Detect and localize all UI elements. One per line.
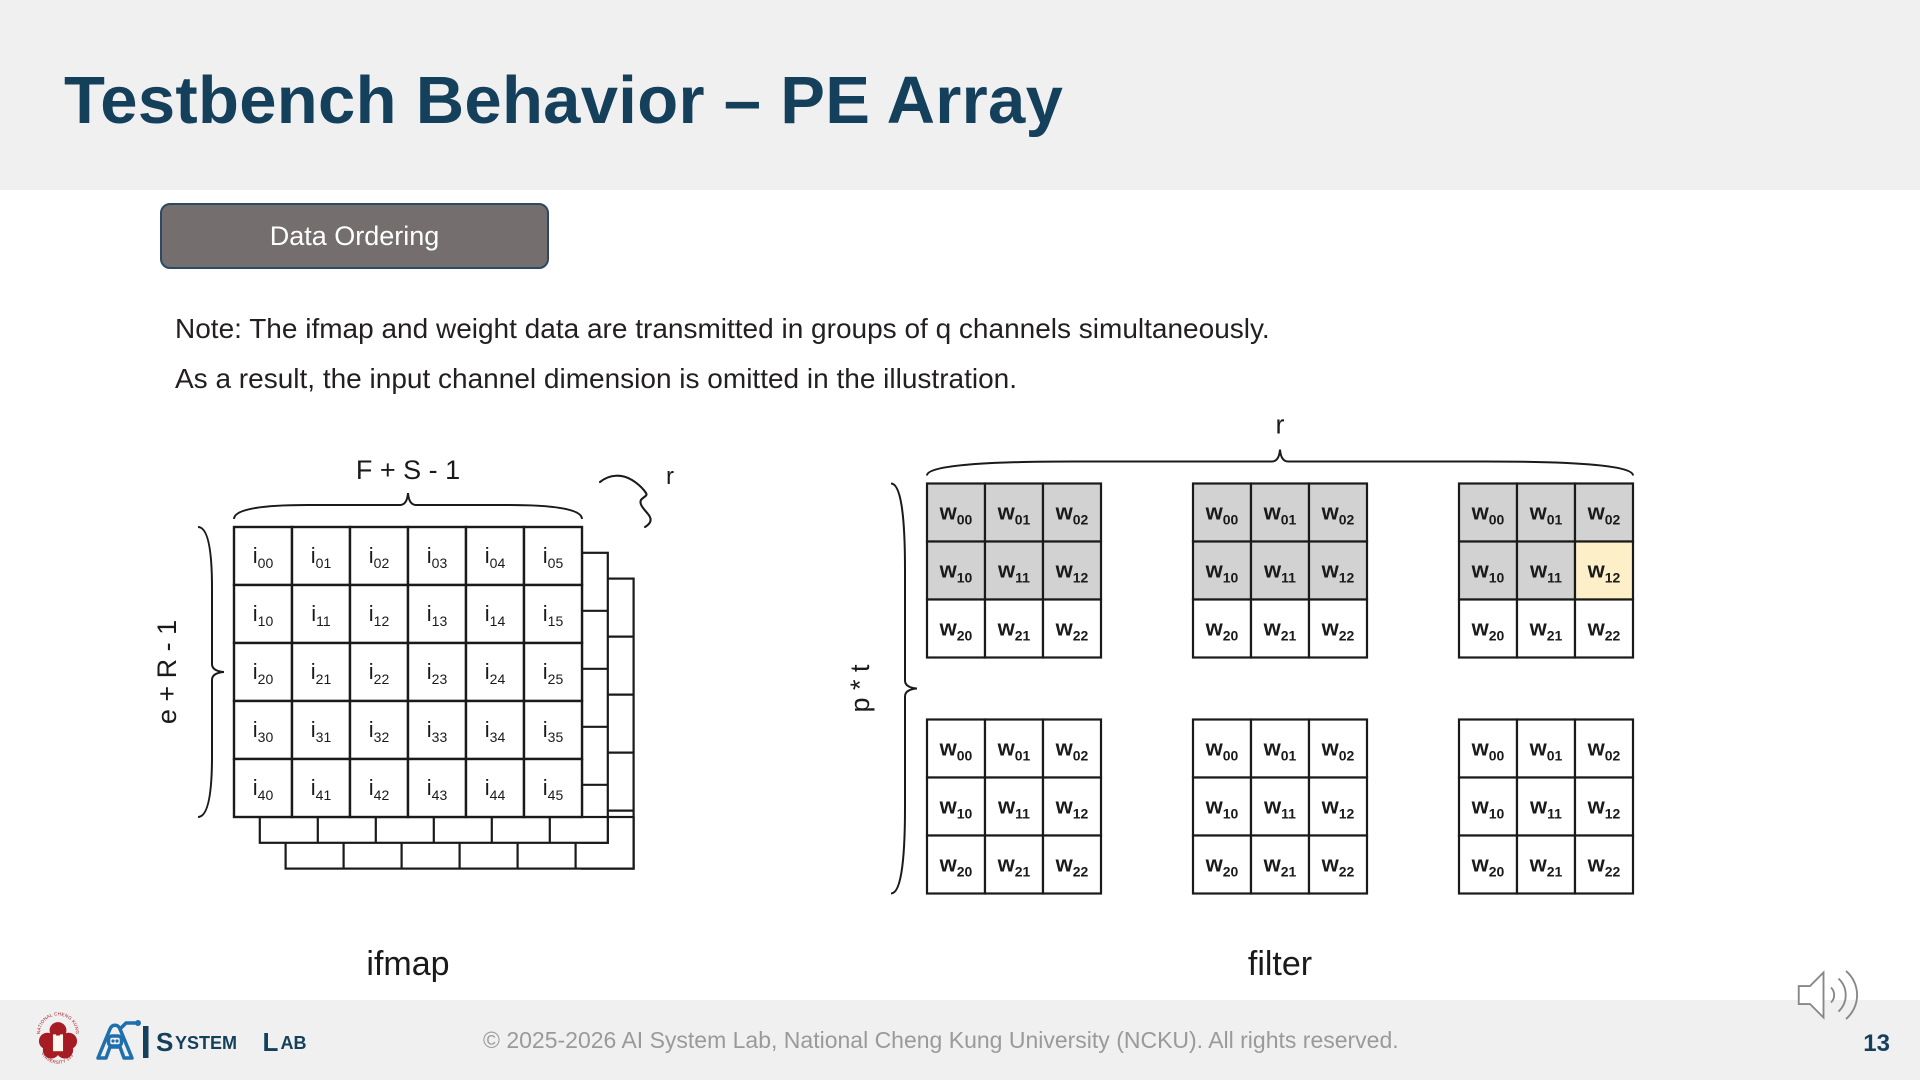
svg-text:r: r: [1276, 410, 1285, 440]
svg-text:p * t: p * t: [845, 664, 875, 713]
svg-text:F + S - 1: F + S - 1: [356, 455, 460, 485]
svg-text:e + R - 1: e + R - 1: [152, 620, 182, 724]
svg-text:r: r: [666, 463, 674, 490]
svg-text:ifmap: ifmap: [366, 945, 449, 983]
svg-text:filter: filter: [1248, 945, 1312, 983]
